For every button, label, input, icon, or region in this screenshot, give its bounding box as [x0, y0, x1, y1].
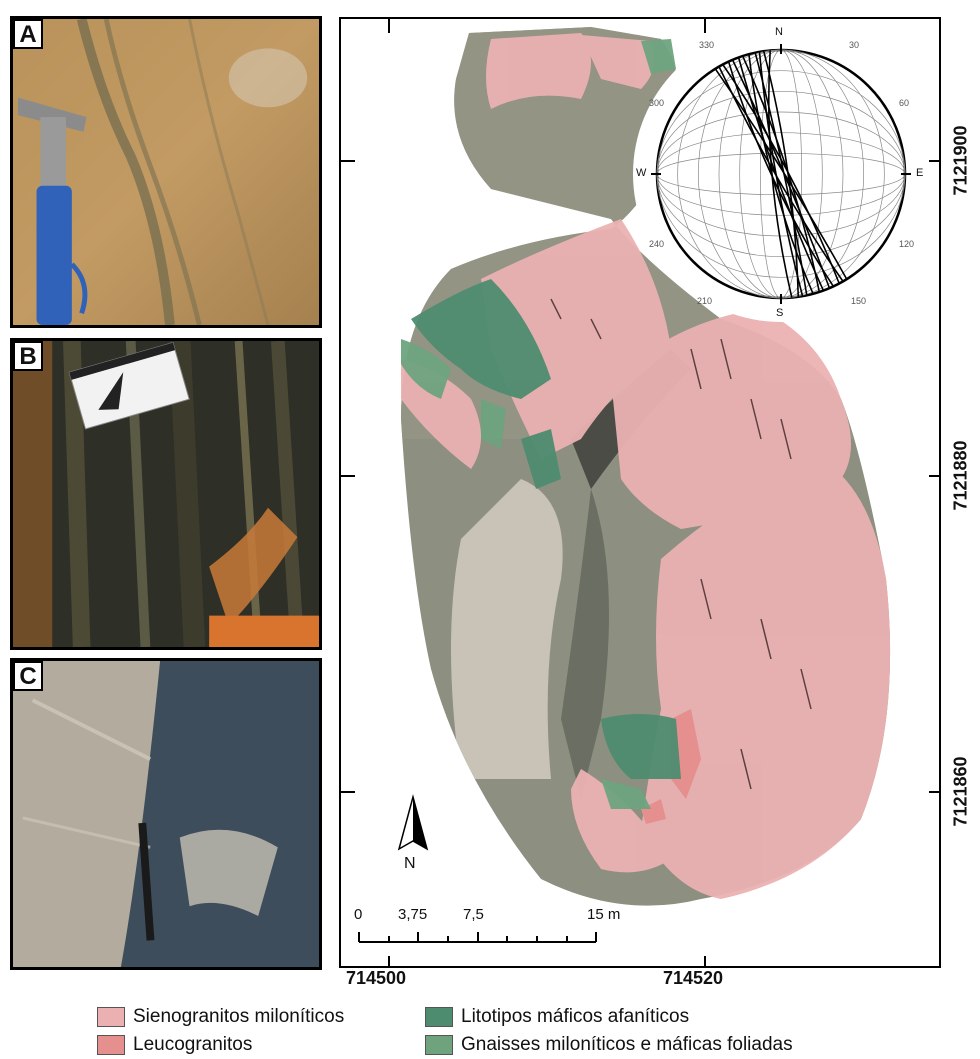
legend-item-leucogranitos: Leucogranitos [97, 1034, 252, 1056]
stereo-s: S [776, 307, 784, 319]
grid-ticks [341, 19, 939, 966]
unit-maficos-afaniticos [411, 279, 681, 779]
y-coord-7121900: 7121900 [950, 125, 971, 196]
outcrop-photo-c [13, 661, 319, 967]
stereo-w: W [636, 167, 647, 179]
foliation-traces [550, 298, 812, 790]
north-arrow-icon [397, 794, 429, 851]
photo-panel-a: A [10, 16, 322, 328]
scale-tick-15m: 15 m [587, 906, 621, 923]
stereo-az-150: 150 [851, 296, 867, 306]
stereo-az-240: 240 [649, 239, 665, 249]
outcrop-photo-b [13, 341, 319, 647]
scale-bar [358, 932, 597, 943]
x-coord-714500: 714500 [346, 968, 407, 988]
stereo-az-210: 210 [697, 296, 713, 306]
photo-panel-b: B [10, 338, 322, 650]
scale-tick-75: 7,5 [463, 906, 484, 923]
stereonet-plane-trace [767, 50, 793, 298]
panel-label-c: C [13, 661, 43, 691]
north-label: N [404, 855, 416, 872]
legend-item-gnaisses: Gnaisses miloníticos e máficas foliadas [425, 1034, 793, 1056]
legend-label: Litotipos máficos afaníticos [461, 1006, 690, 1027]
stereo-az-330: 330 [699, 40, 715, 50]
photo-panel-c: C [10, 658, 322, 970]
scale-tick-375: 3,75 [398, 906, 428, 923]
x-coord-714520: 714520 [663, 968, 724, 988]
legend-swatch [97, 1007, 125, 1027]
geologic-map: N 0 3,75 7,5 15 m N E S W 30 60 120 150 … [339, 17, 941, 968]
stereonet: N E S W 30 60 120 150 210 240 300 330 [631, 24, 931, 324]
panel-label-a: A [13, 19, 43, 49]
legend-swatch [425, 1007, 453, 1027]
legend-label: Gnaisses miloníticos e máficas foliadas [461, 1034, 793, 1055]
legend-item-sienogranitos: Sienogranitos miloníticos [97, 1006, 344, 1028]
y-coord-7121860: 7121860 [950, 756, 971, 827]
legend-swatch [97, 1035, 125, 1055]
unit-gnaisses-miloniticos [401, 39, 676, 809]
stereo-az-300: 300 [649, 98, 665, 108]
stereo-az-120: 120 [899, 239, 915, 249]
legend-label: Sienogranitos miloníticos [133, 1006, 345, 1027]
stereo-e: E [916, 167, 924, 179]
stereonet-plane-trace [762, 51, 800, 297]
stereo-az-30: 30 [849, 40, 860, 50]
legend-swatch [425, 1035, 453, 1055]
stereo-n: N [775, 26, 783, 38]
stereonet-plane-trace [758, 51, 804, 297]
legend-label: Leucogranitos [133, 1034, 253, 1055]
scale-tick-0: 0 [354, 906, 363, 923]
panel-label-b: B [13, 341, 43, 371]
y-coord-7121880: 7121880 [950, 440, 971, 511]
legend-item-maficos: Litotipos máficos afaníticos [425, 1006, 689, 1028]
stereo-az-60: 60 [899, 98, 910, 108]
outcrop-photo-a [13, 19, 319, 325]
